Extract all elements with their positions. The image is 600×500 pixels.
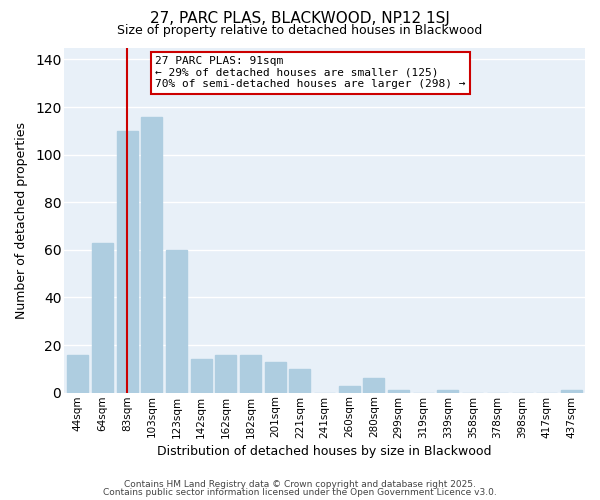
Y-axis label: Number of detached properties: Number of detached properties bbox=[15, 122, 28, 318]
Bar bbox=[92, 242, 113, 392]
Bar bbox=[240, 354, 261, 393]
Text: Contains public sector information licensed under the Open Government Licence v3: Contains public sector information licen… bbox=[103, 488, 497, 497]
Bar bbox=[388, 390, 409, 392]
Bar bbox=[67, 354, 88, 393]
X-axis label: Distribution of detached houses by size in Blackwood: Distribution of detached houses by size … bbox=[157, 444, 492, 458]
Text: 27 PARC PLAS: 91sqm
← 29% of detached houses are smaller (125)
70% of semi-detac: 27 PARC PLAS: 91sqm ← 29% of detached ho… bbox=[155, 56, 466, 90]
Text: 27, PARC PLAS, BLACKWOOD, NP12 1SJ: 27, PARC PLAS, BLACKWOOD, NP12 1SJ bbox=[150, 11, 450, 26]
Bar bbox=[265, 362, 286, 392]
Bar bbox=[561, 390, 582, 392]
Text: Size of property relative to detached houses in Blackwood: Size of property relative to detached ho… bbox=[118, 24, 482, 37]
Bar bbox=[166, 250, 187, 392]
Bar bbox=[289, 369, 310, 392]
Text: Contains HM Land Registry data © Crown copyright and database right 2025.: Contains HM Land Registry data © Crown c… bbox=[124, 480, 476, 489]
Bar bbox=[437, 390, 458, 392]
Bar bbox=[339, 386, 360, 392]
Bar bbox=[141, 116, 162, 392]
Bar bbox=[364, 378, 385, 392]
Bar bbox=[191, 360, 212, 392]
Bar bbox=[116, 131, 137, 392]
Bar bbox=[215, 354, 236, 393]
